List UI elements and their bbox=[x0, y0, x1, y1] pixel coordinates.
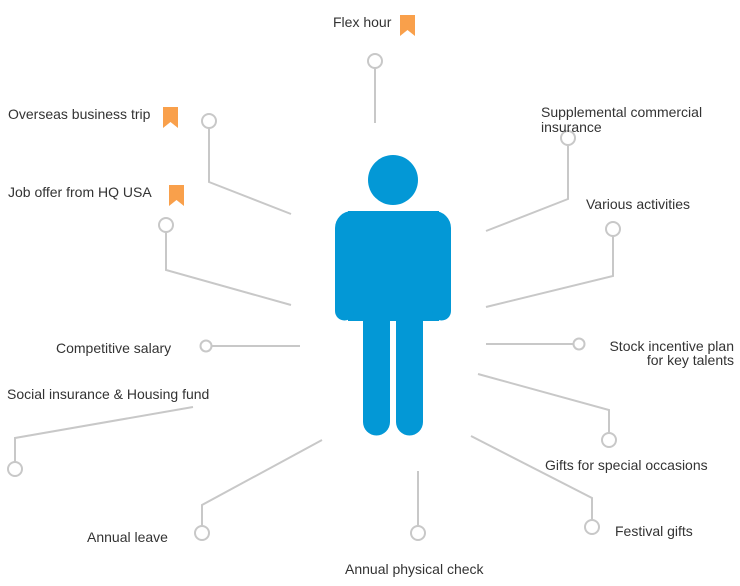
label-festival-gifts: Festival gifts bbox=[615, 523, 693, 539]
label-job-offer: Job offer from HQ USA bbox=[8, 184, 152, 200]
connector-various-activities bbox=[485, 236, 614, 308]
node-flex-hour bbox=[367, 53, 383, 69]
connector-annual-leave bbox=[201, 439, 323, 526]
label-supplemental-insurance-line1: Supplemental commercial bbox=[541, 104, 703, 120]
label-stock-incentive-line2: for key talents bbox=[646, 352, 734, 368]
connector-overseas-trip bbox=[208, 128, 292, 215]
node-physical-check bbox=[410, 525, 426, 541]
label-flex-hour: Flex hour bbox=[333, 14, 392, 30]
node-supplemental-insurance bbox=[560, 130, 576, 146]
label-competitive-salary: Competitive salary bbox=[56, 340, 172, 356]
label-supplemental-insurance-line2: insurance bbox=[541, 119, 602, 135]
node-social-insurance bbox=[7, 461, 23, 477]
connector-job-offer bbox=[165, 232, 292, 306]
label-gifts-special: Gifts for special occasions bbox=[545, 457, 708, 473]
node-annual-leave bbox=[194, 525, 210, 541]
node-gifts-special bbox=[601, 432, 617, 448]
connector-social-insurance bbox=[14, 406, 194, 462]
bookmark-icon bbox=[400, 15, 415, 36]
label-stock-incentive-line1: Stock incentive plan bbox=[609, 338, 734, 354]
node-stock-incentive bbox=[572, 337, 586, 351]
node-job-offer bbox=[158, 217, 174, 233]
label-social-insurance: Social insurance & Housing fund bbox=[7, 386, 210, 402]
node-overseas-trip bbox=[201, 113, 217, 129]
connector-gifts-special bbox=[477, 373, 610, 433]
bookmark-icon bbox=[169, 185, 184, 206]
label-overseas-trip: Overseas business trip bbox=[8, 106, 151, 122]
bookmark-icon bbox=[163, 107, 178, 128]
node-festival-gifts bbox=[584, 519, 600, 535]
label-annual-leave: Annual leave bbox=[87, 529, 168, 545]
node-competitive-salary bbox=[199, 339, 213, 353]
connector-festival-gifts bbox=[470, 435, 593, 520]
node-various-activities bbox=[605, 221, 621, 237]
connector-supplemental-insurance bbox=[485, 145, 569, 232]
person-icon bbox=[335, 155, 451, 436]
label-physical-check: Annual physical check bbox=[345, 561, 484, 577]
label-various-activities: Various activities bbox=[586, 196, 691, 212]
